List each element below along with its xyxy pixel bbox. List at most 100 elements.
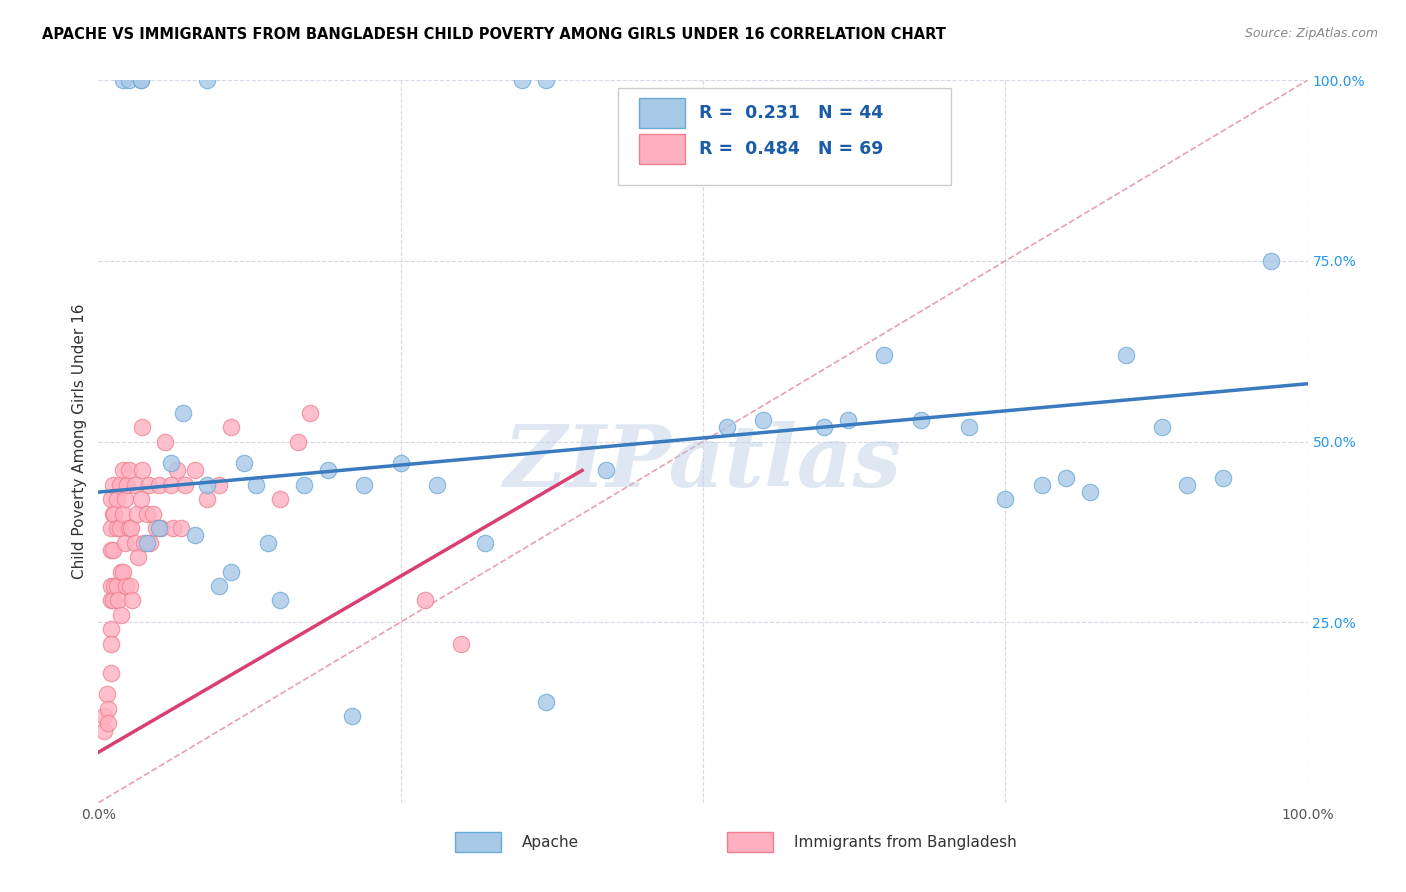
- Point: [160, 456, 183, 470]
- Point: [93, 723, 115, 738]
- Point: [873, 348, 896, 362]
- Point: [135, 535, 157, 549]
- Point: [110, 607, 132, 622]
- Point: [150, 521, 173, 535]
- Point: [134, 535, 156, 549]
- Point: [105, 521, 128, 535]
- FancyBboxPatch shape: [638, 134, 685, 164]
- Text: R =  0.484   N = 69: R = 0.484 N = 69: [699, 140, 884, 158]
- Point: [169, 521, 191, 535]
- Point: [450, 637, 472, 651]
- Point: [160, 478, 183, 492]
- Point: [1152, 420, 1174, 434]
- Point: [139, 535, 162, 549]
- Point: [111, 565, 134, 579]
- Text: Apache: Apache: [522, 835, 579, 850]
- Point: [129, 73, 152, 87]
- Point: [1260, 253, 1282, 268]
- Point: [716, 420, 738, 434]
- Point: [994, 492, 1017, 507]
- Point: [957, 420, 980, 434]
- Point: [117, 478, 139, 492]
- Point: [232, 456, 254, 470]
- Point: [100, 623, 122, 637]
- Point: [1175, 478, 1198, 492]
- Point: [195, 73, 218, 87]
- Point: [120, 521, 142, 535]
- Point: [269, 492, 291, 507]
- Point: [752, 413, 775, 427]
- Point: [595, 463, 617, 477]
- Point: [221, 420, 243, 434]
- Point: [110, 565, 132, 579]
- Point: [534, 73, 557, 87]
- Point: [837, 413, 859, 427]
- Point: [1115, 348, 1137, 362]
- Point: [96, 687, 118, 701]
- Point: [135, 507, 157, 521]
- Point: [111, 463, 134, 477]
- Point: [131, 420, 153, 434]
- Point: [1078, 485, 1101, 500]
- Point: [292, 478, 315, 492]
- Point: [256, 535, 278, 549]
- Point: [100, 542, 122, 557]
- Point: [129, 492, 152, 507]
- Point: [111, 73, 134, 87]
- Text: ZIPatlas: ZIPatlas: [503, 421, 903, 505]
- Point: [413, 593, 436, 607]
- Point: [184, 528, 207, 542]
- Point: [245, 478, 267, 492]
- Point: [813, 420, 835, 434]
- Point: [221, 565, 243, 579]
- Point: [124, 535, 146, 549]
- Point: [342, 709, 364, 723]
- Point: [100, 492, 122, 507]
- FancyBboxPatch shape: [727, 831, 773, 852]
- Point: [172, 406, 194, 420]
- Point: [184, 463, 207, 477]
- Point: [100, 521, 122, 535]
- Point: [118, 521, 141, 535]
- Point: [1212, 470, 1234, 484]
- Point: [316, 463, 339, 477]
- Point: [100, 637, 122, 651]
- Point: [131, 463, 153, 477]
- Point: [145, 521, 167, 535]
- Point: [510, 73, 533, 87]
- Point: [93, 709, 115, 723]
- Text: APACHE VS IMMIGRANTS FROM BANGLADESH CHILD POVERTY AMONG GIRLS UNDER 16 CORRELAT: APACHE VS IMMIGRANTS FROM BANGLADESH CHI…: [42, 27, 946, 42]
- Point: [100, 579, 122, 593]
- Text: Source: ZipAtlas.com: Source: ZipAtlas.com: [1244, 27, 1378, 40]
- Point: [101, 478, 124, 492]
- Point: [97, 702, 120, 716]
- Point: [121, 593, 143, 607]
- Point: [105, 492, 128, 507]
- Point: [474, 535, 496, 549]
- Point: [127, 550, 149, 565]
- Point: [162, 521, 184, 535]
- Point: [118, 73, 141, 87]
- Point: [910, 413, 932, 427]
- Point: [166, 463, 188, 477]
- Point: [118, 463, 141, 477]
- Point: [208, 579, 231, 593]
- Point: [101, 507, 124, 521]
- Point: [142, 507, 165, 521]
- Point: [353, 478, 375, 492]
- Point: [269, 593, 291, 607]
- Point: [208, 478, 231, 492]
- Point: [1031, 478, 1053, 492]
- Point: [105, 579, 128, 593]
- Point: [101, 593, 124, 607]
- Text: Immigrants from Bangladesh: Immigrants from Bangladesh: [793, 835, 1017, 850]
- Point: [534, 695, 557, 709]
- Point: [118, 579, 141, 593]
- Point: [174, 478, 197, 492]
- Point: [101, 542, 124, 557]
- Point: [195, 492, 218, 507]
- Point: [148, 521, 170, 535]
- Point: [127, 507, 149, 521]
- Point: [108, 521, 131, 535]
- Point: [103, 507, 125, 521]
